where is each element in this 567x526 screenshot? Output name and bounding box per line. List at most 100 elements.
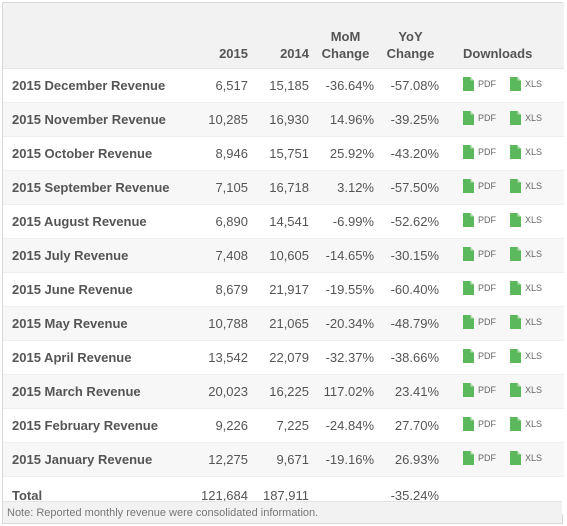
pdf-download-link[interactable]: PDF (463, 383, 496, 397)
row-yoy-change: -30.15% (378, 238, 451, 273)
row-value-2015: 8,679 (190, 272, 252, 307)
row-yoy-change: 23.41% (378, 374, 451, 409)
row-label: 2015 October Revenue (3, 136, 190, 171)
row-value-2015: 10,285 (190, 102, 252, 137)
pdf-label: PDF (478, 249, 496, 259)
pdf-download-link[interactable]: PDF (463, 451, 496, 465)
row-value-2014: 9,671 (252, 442, 313, 477)
table-row: 2015 April Revenue 13,542 22,079 -32.37% -38… (3, 340, 564, 375)
row-label: 2015 September Revenue (3, 170, 190, 205)
row-mom-change: 117.02% (313, 374, 378, 409)
row-label: 2015 March Revenue (3, 374, 190, 409)
row-value-2014: 15,751 (252, 136, 313, 171)
xls-download-link[interactable]: XLS (510, 145, 542, 159)
row-yoy-change: -48.79% (378, 306, 451, 341)
xls-download-link[interactable]: XLS (510, 417, 542, 431)
file-icon (510, 111, 521, 125)
xls-label: XLS (525, 317, 543, 327)
file-icon (510, 383, 521, 397)
header-mom-line2: Change (321, 46, 370, 61)
file-icon (510, 77, 521, 91)
pdf-label: PDF (478, 113, 496, 123)
pdf-download-link[interactable]: PDF (463, 315, 496, 329)
file-icon (510, 451, 521, 465)
table-row: 2015 November Revenue 10,285 16,930 14.96% -… (3, 102, 564, 137)
xls-label: XLS (525, 181, 543, 191)
row-downloads: PDF XLS (451, 340, 564, 375)
row-yoy-change: -43.20% (378, 136, 451, 171)
row-yoy-change: -52.62% (378, 204, 451, 239)
row-value-2014: 16,225 (252, 374, 313, 409)
row-mom-change: -24.84% (313, 408, 378, 443)
xls-download-link[interactable]: XLS (510, 77, 542, 91)
xls-download-link[interactable]: XLS (510, 247, 542, 261)
pdf-download-link[interactable]: PDF (463, 77, 496, 91)
row-downloads: PDF XLS (451, 442, 564, 477)
table-row: 2015 March Revenue 20,023 16,225 117.02% 23.… (3, 374, 564, 409)
row-yoy-change: -57.50% (378, 170, 451, 205)
row-value-2014: 7,225 (252, 408, 313, 443)
row-label: 2015 February Revenue (3, 408, 190, 443)
row-value-2014: 16,930 (252, 102, 313, 137)
xls-download-link[interactable]: XLS (510, 281, 542, 295)
file-icon (463, 145, 474, 159)
pdf-label: PDF (478, 419, 496, 429)
header-mom-line1: MoM (330, 29, 361, 44)
header-yoy-line1: YoY (398, 29, 423, 44)
header-mom-change: MoM Change (313, 3, 378, 69)
file-icon (510, 247, 521, 261)
pdf-download-link[interactable]: PDF (463, 281, 496, 295)
row-downloads: PDF XLS (451, 170, 564, 205)
table-row: 2015 July Revenue 7,408 10,605 -14.65% -30.1… (3, 238, 564, 273)
row-label: 2015 April Revenue (3, 340, 190, 375)
xls-download-link[interactable]: XLS (510, 179, 542, 193)
xls-download-link[interactable]: XLS (510, 111, 542, 125)
xls-download-link[interactable]: XLS (510, 349, 542, 363)
row-value-2015: 8,946 (190, 136, 252, 171)
file-icon (510, 145, 521, 159)
row-label: 2015 August Revenue (3, 204, 190, 239)
row-mom-change: -19.55% (313, 272, 378, 307)
row-mom-change: -32.37% (313, 340, 378, 375)
row-value-2015: 7,105 (190, 170, 252, 205)
row-value-2014: 16,718 (252, 170, 313, 205)
row-value-2014: 22,079 (252, 340, 313, 375)
pdf-label: PDF (478, 79, 496, 89)
xls-download-link[interactable]: XLS (510, 213, 542, 227)
xls-label: XLS (525, 385, 543, 395)
table-header-row: 2015 2014 MoM Change YoY Change Downloads (3, 3, 564, 69)
xls-download-link[interactable]: XLS (510, 315, 542, 329)
row-yoy-change: -39.25% (378, 102, 451, 137)
row-label: 2015 December Revenue (3, 68, 190, 103)
row-value-2015: 20,023 (190, 374, 252, 409)
xls-download-link[interactable]: XLS (510, 451, 542, 465)
pdf-download-link[interactable]: PDF (463, 213, 496, 227)
xls-download-link[interactable]: XLS (510, 383, 542, 397)
pdf-download-link[interactable]: PDF (463, 247, 496, 261)
file-icon (463, 281, 474, 295)
row-value-2014: 21,065 (252, 306, 313, 341)
row-yoy-change: 26.93% (378, 442, 451, 477)
pdf-download-link[interactable]: PDF (463, 417, 496, 431)
pdf-download-link[interactable]: PDF (463, 349, 496, 363)
row-label: 2015 November Revenue (3, 102, 190, 137)
pdf-label: PDF (478, 181, 496, 191)
header-downloads: Downloads (451, 3, 564, 69)
row-downloads: PDF XLS (451, 408, 564, 443)
row-mom-change: 3.12% (313, 170, 378, 205)
row-value-2015: 6,517 (190, 68, 252, 103)
xls-label: XLS (525, 79, 543, 89)
pdf-download-link[interactable]: PDF (463, 145, 496, 159)
pdf-download-link[interactable]: PDF (463, 111, 496, 125)
row-mom-change: -20.34% (313, 306, 378, 341)
xls-label: XLS (525, 283, 543, 293)
row-value-2015: 10,788 (190, 306, 252, 341)
pdf-download-link[interactable]: PDF (463, 179, 496, 193)
file-icon (510, 349, 521, 363)
row-downloads: PDF XLS (451, 68, 564, 103)
file-icon (463, 315, 474, 329)
table-body: 2015 December Revenue 6,517 15,185 -36.64% -… (3, 68, 564, 477)
header-2014: 2014 (252, 3, 313, 69)
row-value-2015: 7,408 (190, 238, 252, 273)
